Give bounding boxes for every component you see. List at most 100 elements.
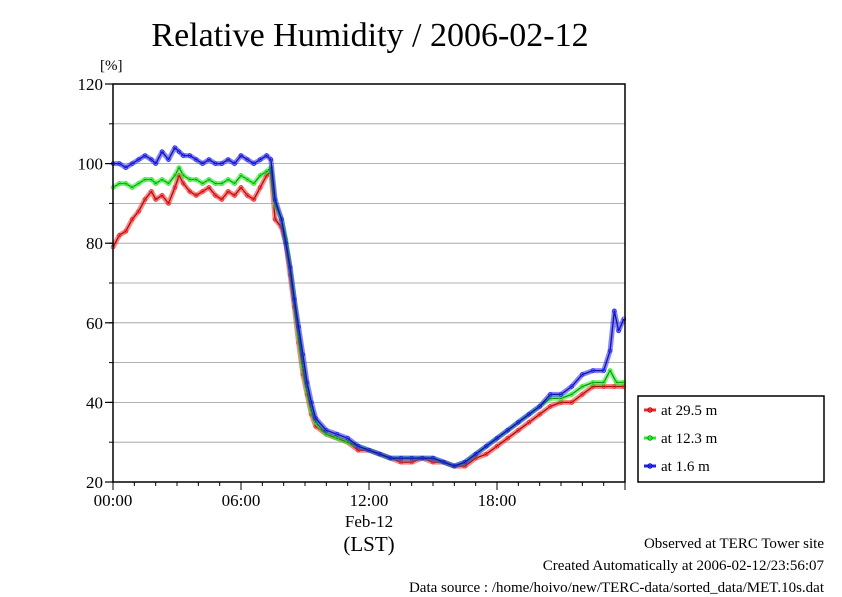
data-point (232, 161, 237, 166)
series-band (110, 169, 624, 469)
data-point (166, 201, 171, 206)
data-point (206, 177, 212, 182)
data-point (117, 181, 122, 186)
data-point (206, 157, 212, 162)
data-point (232, 181, 237, 186)
series-line (112, 166, 624, 467)
data-point (225, 189, 231, 194)
data-point (123, 181, 128, 186)
data-point (580, 384, 585, 389)
data-point (590, 368, 596, 373)
data-point (232, 193, 237, 198)
series-line (112, 170, 624, 467)
data-point (213, 161, 218, 166)
data-point (176, 165, 182, 170)
data-point (200, 181, 205, 186)
data-point (187, 177, 192, 182)
data-point (516, 420, 521, 425)
data-point (494, 444, 500, 449)
data-point (159, 193, 165, 198)
footer-site: Observed at TERC Tower site (643, 536, 824, 552)
data-point (159, 149, 165, 154)
data-point (452, 463, 457, 469)
data-point (129, 217, 135, 222)
data-point (580, 392, 585, 397)
footer-created: Created Automatically at 2006-02-12/23:5… (542, 558, 824, 574)
data-point (176, 149, 182, 154)
legend-label: at 12.3 m (661, 431, 718, 447)
data-point (200, 189, 205, 194)
data-point (430, 455, 436, 461)
data-point (142, 177, 148, 182)
data-point (313, 416, 318, 421)
data-point (607, 368, 613, 373)
data-point (172, 145, 178, 150)
chart-title: Relative Humidity / 2006-02-12 (151, 17, 588, 54)
series-band (111, 165, 624, 469)
data-point (548, 404, 553, 409)
data-point (388, 455, 393, 461)
x-date-label: Feb-12 (345, 512, 393, 531)
data-point (219, 197, 224, 202)
data-point (153, 181, 158, 186)
data-point (219, 181, 224, 186)
series-layer (110, 145, 627, 469)
data-point (166, 157, 171, 162)
data-point (117, 232, 122, 238)
data-point (238, 173, 244, 178)
data-point (473, 451, 478, 457)
data-point (526, 420, 532, 425)
data-point (206, 185, 212, 190)
data-point (505, 428, 510, 433)
legend-marker (647, 435, 653, 441)
data-point (123, 229, 128, 234)
data-point (245, 193, 250, 198)
data-point (409, 455, 414, 461)
data-point (136, 181, 141, 186)
data-point (238, 185, 244, 190)
data-point (356, 444, 361, 449)
data-point (334, 432, 340, 437)
y-tick-label: 120 (78, 75, 104, 94)
data-point (590, 380, 596, 385)
data-point (159, 177, 165, 182)
gridlines (113, 123, 625, 443)
data-point (129, 185, 135, 190)
data-point (251, 161, 256, 166)
data-point (258, 157, 263, 162)
data-point (258, 185, 263, 190)
data-point (172, 173, 178, 178)
data-point (245, 157, 250, 162)
data-point (268, 157, 274, 162)
data-point (187, 153, 192, 158)
data-point (462, 459, 468, 465)
data-point (607, 348, 613, 353)
data-point (264, 169, 269, 174)
footer-source: Data source : /home/hoivo/new/TERC-data/… (408, 580, 824, 596)
data-point (117, 161, 122, 166)
legend-marker (647, 407, 653, 413)
data-point (225, 177, 231, 182)
data-point (225, 157, 231, 162)
x-timezone-label: (LST) (343, 532, 394, 556)
y-tick-label: 60 (86, 314, 103, 333)
data-point (601, 368, 606, 373)
data-point (300, 352, 306, 357)
data-point (612, 308, 617, 314)
data-point (441, 459, 446, 465)
data-point (366, 448, 372, 453)
legend-marker (647, 463, 653, 469)
data-point (484, 444, 489, 449)
data-point (181, 181, 186, 186)
x-axis: 00:00 06:00 12:00 18:00 (94, 482, 626, 510)
legend: at 29.5 m at 12.3 m at 1.6 m (637, 395, 825, 483)
data-point (166, 181, 171, 186)
data-point (153, 161, 158, 166)
data-point (484, 451, 489, 457)
data-point (251, 197, 256, 202)
data-point (548, 392, 553, 397)
y-tick-label: 80 (86, 234, 103, 253)
data-point (258, 173, 263, 178)
data-point (245, 177, 250, 182)
data-point (193, 193, 199, 198)
